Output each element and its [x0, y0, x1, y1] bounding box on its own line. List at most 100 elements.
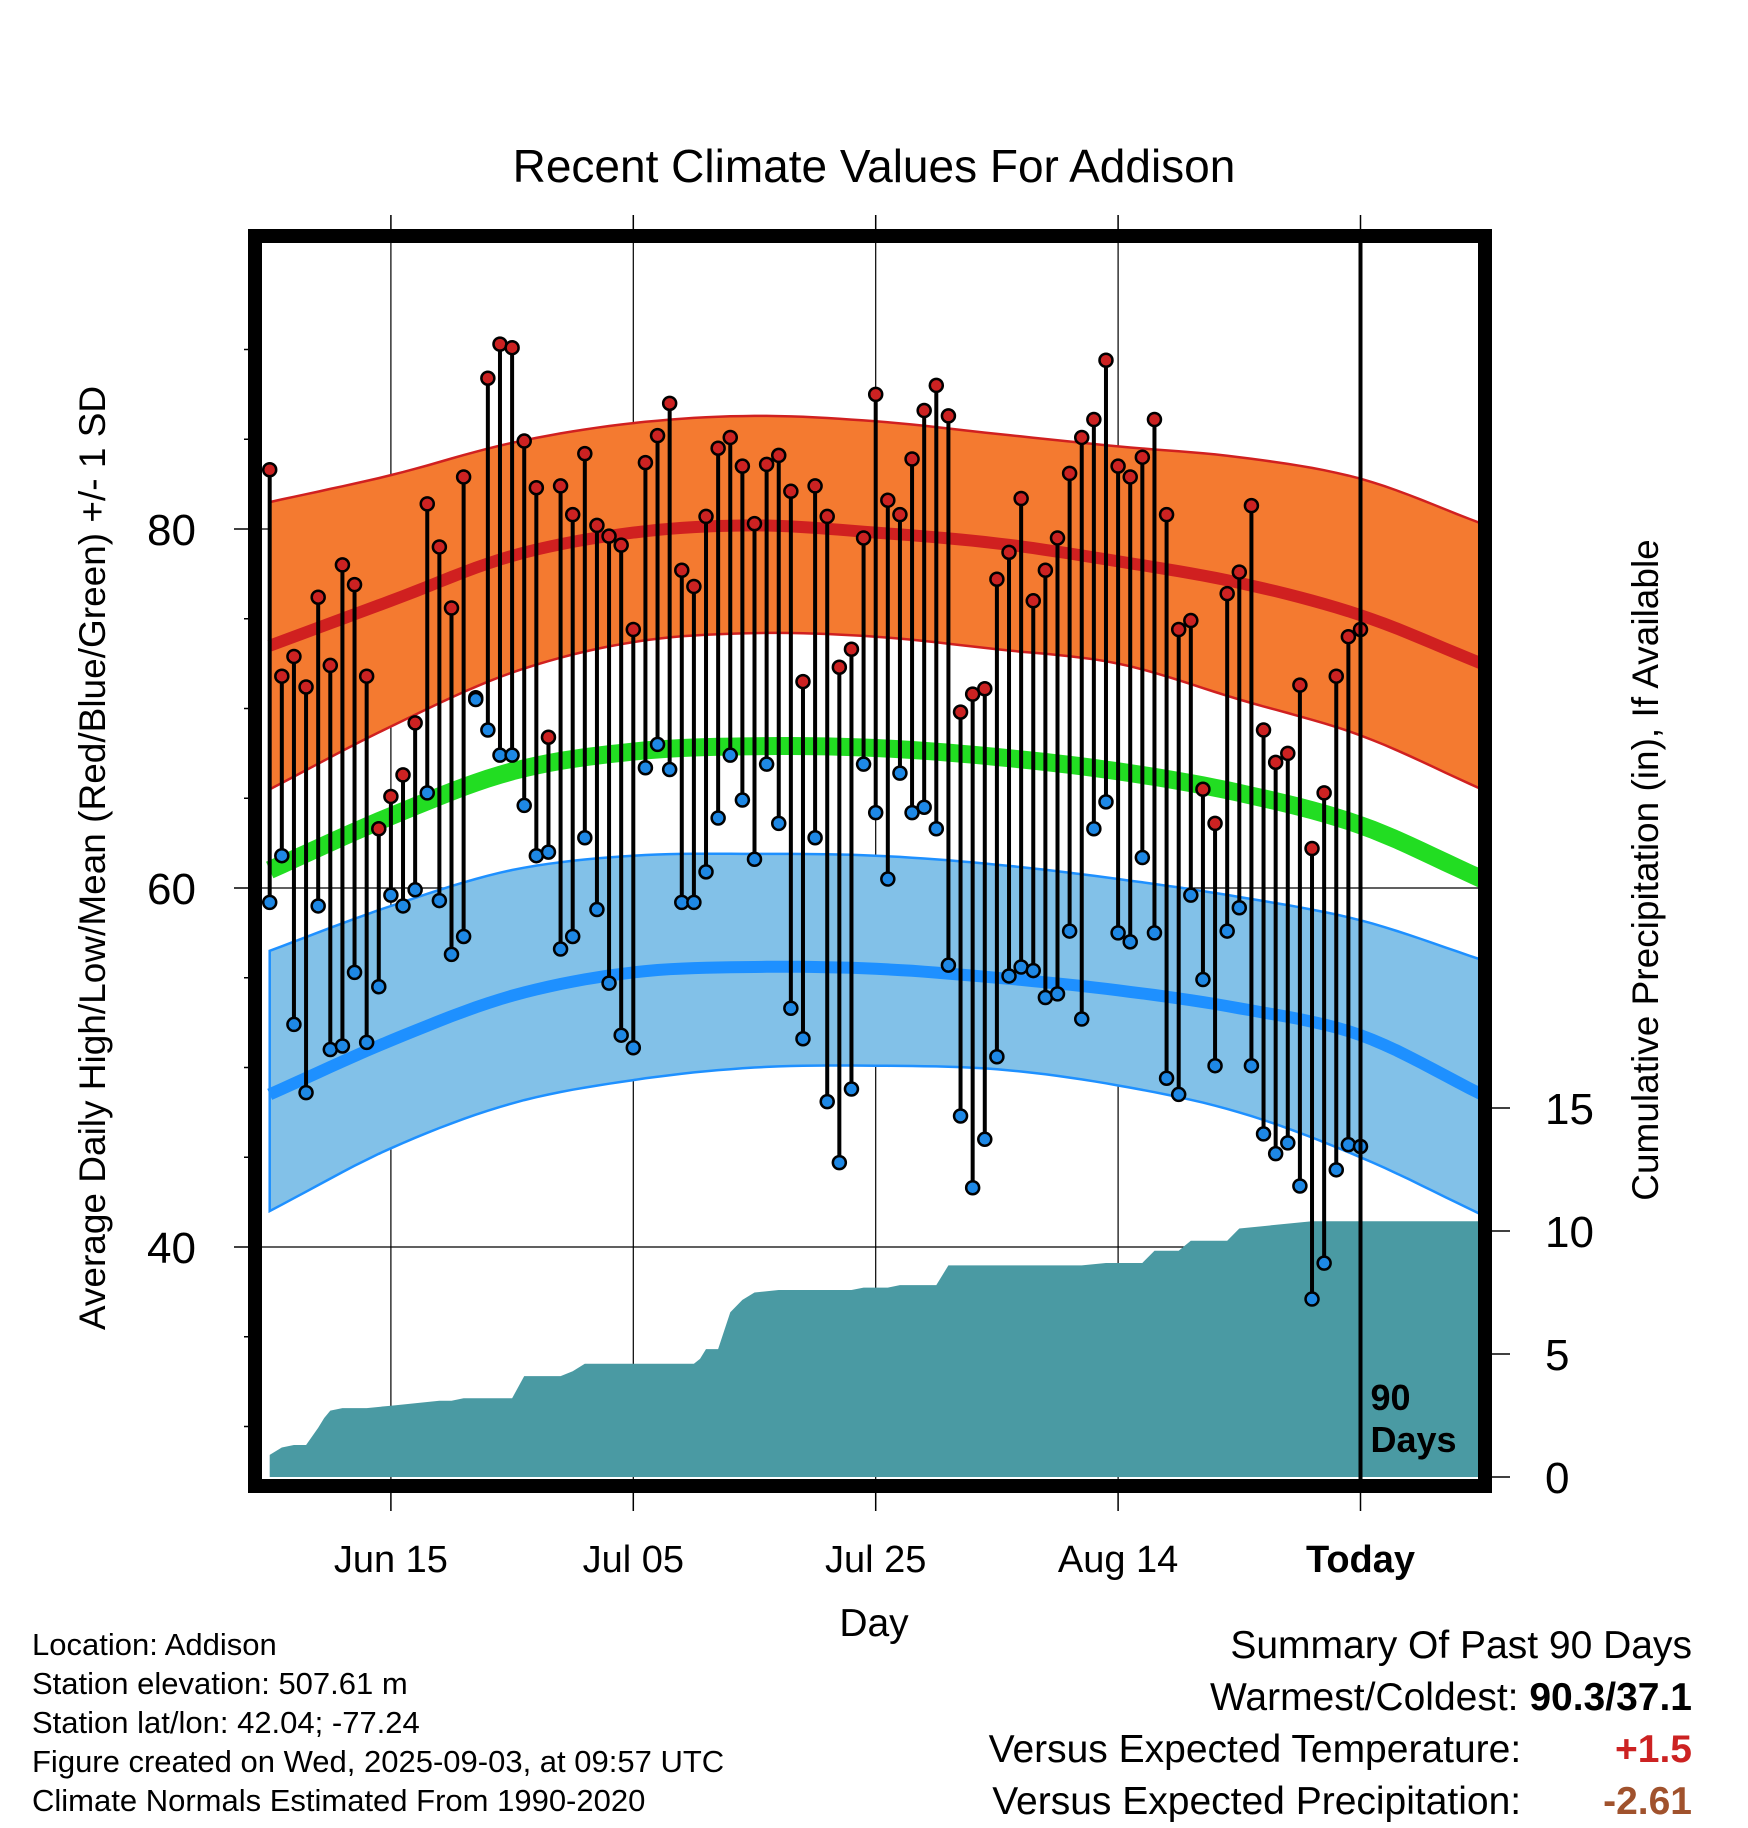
daily-high-point — [504, 339, 520, 356]
daily-high-point — [1328, 668, 1345, 684]
daily-low-point — [1122, 934, 1138, 950]
daily-low-point — [1049, 986, 1066, 1002]
daily-high-point — [528, 479, 545, 496]
daily-low-point — [1073, 1011, 1090, 1027]
daily-low-point — [1328, 1162, 1345, 1178]
daily-high-point — [880, 492, 896, 509]
plot-frame — [248, 229, 1492, 1493]
daily-low-point — [1243, 1057, 1260, 1074]
y-tick-label-right: 5 — [1545, 1331, 1569, 1380]
daily-high-point — [564, 506, 581, 523]
daily-low-point — [1170, 1086, 1187, 1103]
daily-high-point — [1146, 411, 1163, 428]
elevation-text: Station elevation: 507.61 m — [32, 1666, 408, 1701]
daily-high-point — [819, 508, 835, 525]
daily-low-point — [431, 892, 448, 909]
daily-high-point — [310, 589, 326, 605]
daily-low-point — [371, 978, 387, 995]
daily-high-point — [1316, 785, 1332, 801]
daily-low-point — [1146, 925, 1163, 941]
daily-low-point — [407, 882, 423, 898]
daily-high-point — [1170, 621, 1187, 638]
daily-high-point — [1267, 754, 1284, 771]
daily-low-point — [540, 844, 557, 860]
daily-high-point — [358, 668, 375, 684]
daily-low-point — [1110, 925, 1126, 941]
daily-low-point — [977, 1131, 993, 1148]
daily-high-point — [577, 445, 593, 462]
daily-high-point — [1340, 628, 1357, 645]
summary-panel: Summary Of Past 90 Days Warmest/Coldest:… — [989, 1620, 1692, 1828]
daily-low-point — [480, 722, 496, 738]
daily-high-point — [1280, 745, 1296, 762]
daily-high-point — [1049, 530, 1066, 546]
daily-high-point — [843, 641, 860, 658]
daily-low-point — [940, 957, 957, 973]
daily-low-point — [1316, 1255, 1332, 1271]
daily-low-point — [262, 894, 278, 911]
y-axis-label-left: Average Daily High/Low/Mean (Red/Blue/Gr… — [72, 386, 113, 1330]
daily-low-point — [1183, 887, 1199, 903]
daily-high-point — [698, 508, 714, 525]
daily-high-point — [686, 578, 702, 595]
daily-high-point — [1304, 840, 1320, 857]
daily-low-point — [1304, 1291, 1320, 1307]
daily-high-point — [395, 767, 411, 783]
x-tick-label: Jul 05 — [583, 1539, 684, 1581]
summary-precip-row: Versus Expected Precipitation: -2.61 — [989, 1776, 1692, 1828]
daily-low-point — [880, 871, 896, 887]
daily-low-point — [758, 756, 775, 772]
daily-low-point — [892, 765, 908, 781]
daily-high-point — [989, 571, 1005, 588]
daily-high-point — [722, 429, 739, 446]
daily-low-point — [310, 898, 326, 914]
daily-low-point — [734, 792, 751, 808]
daily-low-point — [358, 1034, 375, 1051]
daily-low-point — [989, 1048, 1005, 1065]
daily-high-point — [262, 462, 278, 478]
daily-high-point — [1110, 458, 1126, 474]
warmest-value: 90.3/37.1 — [1529, 1676, 1692, 1719]
daily-low-point — [952, 1108, 969, 1124]
daily-low-point — [807, 829, 823, 846]
daily-low-point — [1280, 1135, 1296, 1151]
daily-low-point — [1231, 899, 1248, 916]
daily-low-point — [625, 1040, 642, 1056]
daily-high-point — [613, 537, 629, 553]
daily-low-point — [516, 797, 532, 814]
daily-low-point — [504, 747, 520, 763]
daily-low-point — [722, 747, 739, 763]
daily-low-point — [601, 975, 617, 991]
today-marker-label-line2: Days — [1371, 1419, 1457, 1460]
daily-high-point — [1292, 677, 1308, 693]
created-text: Figure created on Wed, 2025-09-03, at 09… — [32, 1744, 725, 1779]
daily-high-point — [346, 576, 363, 593]
daily-low-point — [1134, 849, 1151, 866]
daily-high-point — [855, 530, 872, 546]
daily-low-point — [1001, 968, 1017, 984]
daily-low-point — [661, 761, 678, 778]
location-text: Location: Addison — [32, 1627, 277, 1662]
daily-high-point — [334, 557, 351, 573]
normals-period-text: Climate Normals Estimated From 1990-2020 — [32, 1783, 646, 1818]
daily-high-point — [1013, 490, 1029, 507]
daily-high-point — [758, 456, 775, 473]
daily-low-point — [552, 941, 569, 957]
daily-high-point — [1219, 585, 1235, 602]
daily-low-point — [686, 894, 702, 911]
daily-high-point — [1134, 449, 1151, 465]
today-marker-label-line1: 90 — [1371, 1377, 1411, 1418]
daily-low-point — [334, 1038, 351, 1054]
daily-high-point — [1231, 564, 1248, 580]
daily-high-point — [1207, 815, 1223, 832]
daily-low-point — [613, 1027, 629, 1043]
daily-low-point — [274, 847, 290, 864]
daily-low-point — [395, 898, 411, 914]
y-tick-label-right: 15 — [1545, 1085, 1594, 1134]
daily-high-point — [661, 395, 678, 412]
low-normal-line — [267, 960, 1478, 1100]
daily-low-point — [964, 1180, 981, 1196]
daily-low-point — [589, 901, 605, 918]
daily-high-point — [407, 715, 423, 731]
